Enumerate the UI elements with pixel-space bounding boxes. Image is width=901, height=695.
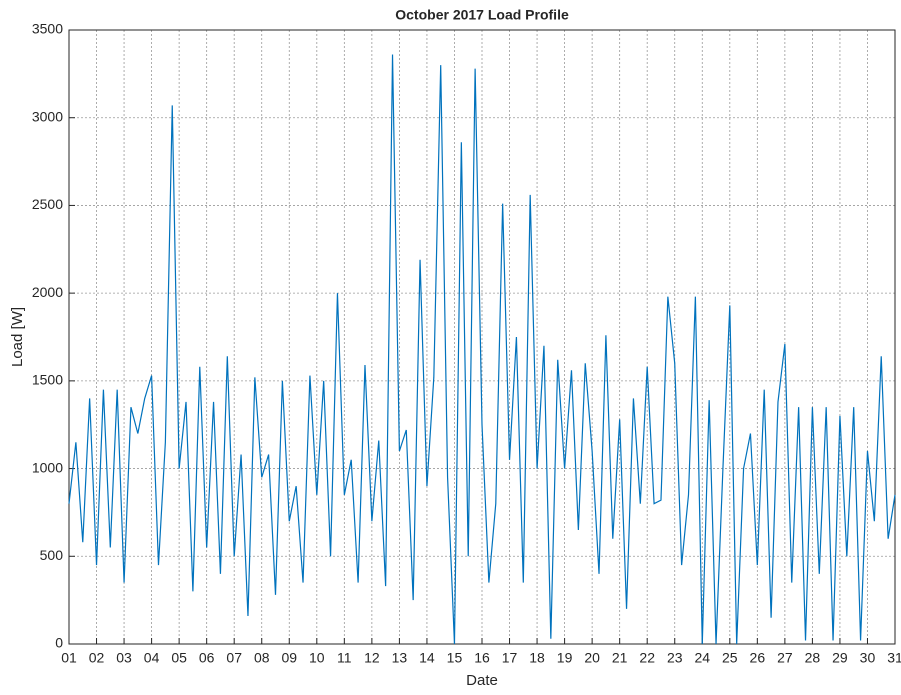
x-tick-label: 08 — [254, 650, 270, 666]
x-tick-label: 04 — [144, 650, 160, 666]
x-tick-label: 03 — [116, 650, 132, 666]
x-tick-label: 05 — [171, 650, 187, 666]
y-tick-label: 3500 — [32, 21, 63, 37]
x-tick-label: 19 — [557, 650, 573, 666]
load-line — [68, 54, 896, 645]
x-tick-label: 28 — [805, 650, 821, 666]
y-tick-label: 1500 — [32, 372, 63, 388]
x-tick-label: 02 — [89, 650, 105, 666]
x-tick-label: 20 — [584, 650, 600, 666]
x-tick-label: 14 — [419, 650, 435, 666]
y-tick-label: 3000 — [32, 108, 63, 124]
x-tick-label: 11 — [337, 650, 352, 666]
x-tick-label: 24 — [694, 650, 710, 666]
x-tick-label: 17 — [502, 650, 518, 666]
x-tick-label: 13 — [392, 650, 408, 666]
axes-box — [68, 29, 896, 645]
x-tick-label: 31 — [887, 650, 901, 666]
x-tick-label: 30 — [860, 650, 876, 666]
y-axis-label: Load [W] — [9, 307, 26, 367]
x-tick-label: 25 — [722, 650, 738, 666]
y-tick-label: 2500 — [32, 196, 63, 212]
x-tick-label: 09 — [281, 650, 297, 666]
chart-title: October 2017 Load Profile — [395, 7, 569, 23]
x-tick-label: 18 — [529, 650, 545, 666]
x-tick-label: 27 — [777, 650, 793, 666]
y-tick-label: 500 — [40, 547, 64, 563]
x-tick-label: 01 — [61, 650, 77, 666]
x-axis-label: Date — [466, 672, 498, 689]
y-tick-label: 1000 — [32, 459, 63, 475]
x-tick-label: 22 — [639, 650, 655, 666]
x-tick-label: 16 — [474, 650, 490, 666]
y-tick-label: 0 — [55, 635, 63, 651]
x-tick-label: 07 — [226, 650, 242, 666]
x-tick-label: 29 — [832, 650, 848, 666]
x-tick-label: 21 — [612, 650, 628, 666]
x-tick-label: 12 — [364, 650, 380, 666]
x-tick-label: 06 — [199, 650, 215, 666]
x-tick-label: 15 — [447, 650, 463, 666]
x-tick-label: 23 — [667, 650, 683, 666]
x-tick-label: 10 — [309, 650, 325, 666]
x-tick-label: 26 — [750, 650, 766, 666]
y-tick-label: 2000 — [32, 284, 63, 300]
